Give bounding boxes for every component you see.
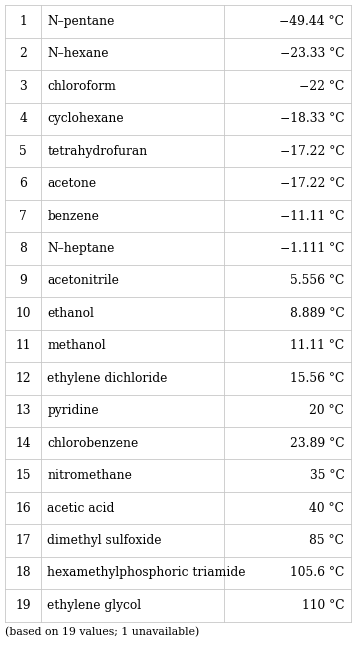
Text: 1: 1 <box>19 15 27 28</box>
Text: −17.22 °C: −17.22 °C <box>279 145 344 158</box>
Text: 6: 6 <box>19 177 27 190</box>
Text: cyclohexane: cyclohexane <box>47 112 124 125</box>
Text: 20 °C: 20 °C <box>309 404 344 417</box>
Text: 11: 11 <box>15 340 31 353</box>
Text: ethanol: ethanol <box>47 307 94 320</box>
Text: 23.89 °C: 23.89 °C <box>290 437 344 450</box>
Text: 15: 15 <box>15 469 31 482</box>
Text: −17.22 °C: −17.22 °C <box>279 177 344 190</box>
Text: 19: 19 <box>15 599 31 612</box>
Text: 85 °C: 85 °C <box>309 534 344 547</box>
Text: hexamethylphosphoric triamide: hexamethylphosphoric triamide <box>47 567 246 579</box>
Text: 8: 8 <box>19 242 27 255</box>
Text: 35 °C: 35 °C <box>309 469 344 482</box>
Text: 5.556 °C: 5.556 °C <box>290 274 344 287</box>
Text: −49.44 °C: −49.44 °C <box>279 15 344 28</box>
Text: dimethyl sulfoxide: dimethyl sulfoxide <box>47 534 162 547</box>
Text: 105.6 °C: 105.6 °C <box>290 567 344 579</box>
Text: 15.56 °C: 15.56 °C <box>290 372 344 385</box>
Text: ethylene dichloride: ethylene dichloride <box>47 372 168 385</box>
Text: −11.11 °C: −11.11 °C <box>280 210 344 223</box>
Text: 9: 9 <box>19 274 27 287</box>
Text: 110 °C: 110 °C <box>302 599 344 612</box>
Text: 14: 14 <box>15 437 31 450</box>
Text: (based on 19 values; 1 unavailable): (based on 19 values; 1 unavailable) <box>5 627 200 637</box>
Text: tetrahydrofuran: tetrahydrofuran <box>47 145 148 158</box>
Text: N–pentane: N–pentane <box>47 15 115 28</box>
Text: 13: 13 <box>15 404 31 417</box>
Text: −1.111 °C: −1.111 °C <box>280 242 344 255</box>
Text: 11.11 °C: 11.11 °C <box>290 340 344 353</box>
Text: 5: 5 <box>19 145 27 158</box>
Text: 4: 4 <box>19 112 27 125</box>
Text: −18.33 °C: −18.33 °C <box>280 112 344 125</box>
Text: pyridine: pyridine <box>47 404 99 417</box>
Text: 8.889 °C: 8.889 °C <box>290 307 344 320</box>
Text: N–hexane: N–hexane <box>47 48 109 60</box>
Text: 3: 3 <box>19 80 27 93</box>
Text: acetic acid: acetic acid <box>47 502 115 515</box>
Text: chloroform: chloroform <box>47 80 116 93</box>
Text: 7: 7 <box>19 210 27 223</box>
Text: 18: 18 <box>15 567 31 579</box>
Text: 40 °C: 40 °C <box>309 502 344 515</box>
Text: ethylene glycol: ethylene glycol <box>47 599 141 612</box>
Text: chlorobenzene: chlorobenzene <box>47 437 138 450</box>
Text: 16: 16 <box>15 502 31 515</box>
Text: −22 °C: −22 °C <box>299 80 344 93</box>
Text: 10: 10 <box>15 307 31 320</box>
Text: methanol: methanol <box>47 340 106 353</box>
Text: −23.33 °C: −23.33 °C <box>280 48 344 60</box>
Text: 12: 12 <box>15 372 31 385</box>
Text: N–heptane: N–heptane <box>47 242 115 255</box>
Text: 17: 17 <box>15 534 31 547</box>
Text: 2: 2 <box>19 48 27 60</box>
Text: benzene: benzene <box>47 210 99 223</box>
Text: acetonitrile: acetonitrile <box>47 274 119 287</box>
Text: nitromethane: nitromethane <box>47 469 132 482</box>
Text: acetone: acetone <box>47 177 96 190</box>
